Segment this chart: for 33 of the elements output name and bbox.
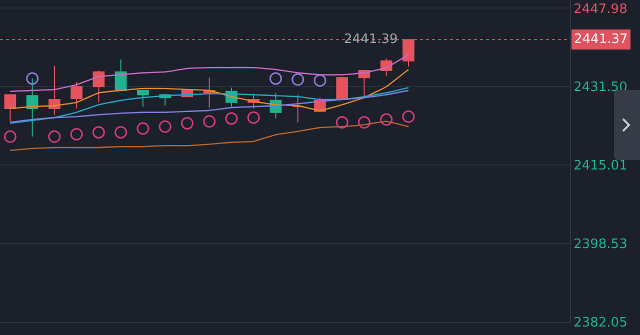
line-series	[10, 68, 410, 112]
candlestick	[4, 94, 16, 122]
point	[114, 126, 128, 139]
point	[402, 110, 415, 123]
point	[225, 112, 238, 125]
line-series	[10, 54, 410, 92]
annotation: 2441.39	[344, 32, 398, 47]
candlestick	[137, 90, 149, 108]
y-tick-label: 2398.53	[574, 237, 628, 252]
point	[336, 116, 348, 129]
point	[180, 117, 194, 130]
point	[158, 120, 172, 133]
point	[247, 111, 260, 124]
point	[292, 73, 304, 86]
point	[358, 116, 370, 129]
point	[92, 126, 105, 139]
y-tick-label: 2382.05	[574, 316, 628, 331]
point	[203, 115, 216, 128]
y-tick-label: 2415.01	[574, 158, 628, 174]
point	[26, 72, 39, 85]
ref-line-label: 2441.37	[574, 32, 628, 47]
y-tick-label: 2431.50	[574, 80, 628, 96]
point	[136, 122, 150, 135]
point	[314, 74, 326, 87]
candlestick	[336, 76, 348, 100]
point	[269, 72, 282, 85]
candlestick	[48, 65, 60, 116]
y-tick-label: 2447.98	[574, 2, 628, 17]
candlestick	[70, 81, 82, 110]
point	[48, 130, 61, 143]
point	[70, 128, 83, 140]
point	[4, 130, 16, 143]
point	[380, 113, 393, 126]
